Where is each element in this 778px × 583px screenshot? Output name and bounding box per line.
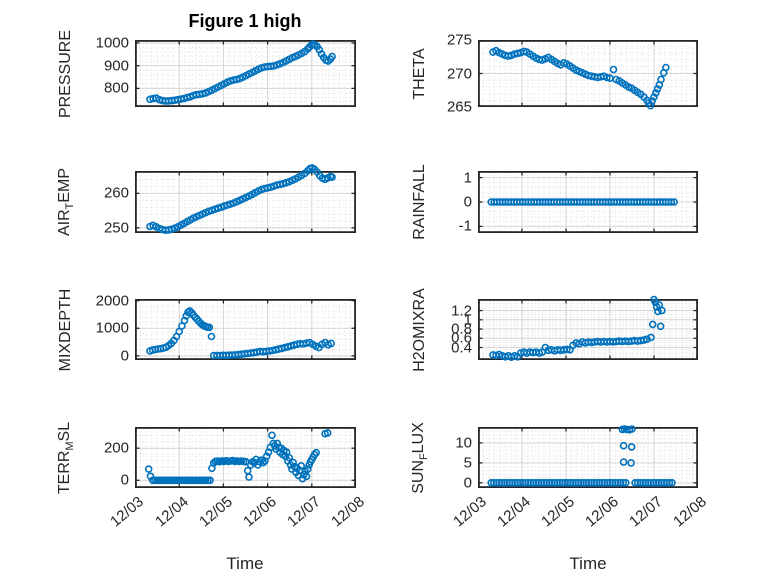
x-tick-label: 12/07 bbox=[626, 493, 667, 531]
x-tick-label: 12/05 bbox=[196, 493, 236, 531]
x-tick-label: 12/08 bbox=[670, 493, 711, 531]
plot-area-rainfall bbox=[477, 170, 698, 234]
x-axis-label-left: Time bbox=[226, 554, 264, 573]
subplot-pressure: PRESSURE 800 900 1000 bbox=[57, 29, 356, 118]
x-tick-label: 12/03 bbox=[450, 493, 491, 531]
x-tick-label: 12/04 bbox=[151, 493, 192, 531]
y-tick-label: 0 bbox=[463, 474, 472, 492]
y-axis-label-rainfall: RAINFALL bbox=[411, 164, 428, 240]
subplot-h2omixra: H2OMIXRA 0.4 0.6 0.8 1 1.2 bbox=[411, 288, 698, 371]
y-tick-label: 900 bbox=[103, 57, 129, 75]
y-axis-label-theta: THETA bbox=[411, 47, 428, 100]
y-tick-label: 0 bbox=[463, 193, 472, 211]
y-tick-label: 5 bbox=[463, 454, 472, 472]
y-tick-label: 265 bbox=[446, 98, 472, 116]
y-tick-label: 1000 bbox=[95, 34, 129, 52]
y-tick-label: 1 bbox=[463, 169, 472, 187]
plot-area-mixdepth bbox=[134, 298, 356, 361]
subplot-terr-msl: TERRMSL 0 200 12/03 12/04 12/05 12/06 12/07 12/0… bbox=[56, 421, 368, 530]
subplot-rainfall: RAINFALL -1 0 1 bbox=[411, 164, 698, 240]
plot-area-air_temp bbox=[134, 164, 356, 235]
y-tick-label: 0.6 bbox=[451, 329, 472, 347]
y-axis-label-h2omixra: H2OMIXRA bbox=[411, 287, 428, 372]
x-axis-label-right: Time bbox=[569, 554, 607, 573]
y-tick-label: 1 bbox=[463, 311, 472, 329]
subplot-theta: THETA 265 270 275 bbox=[411, 33, 698, 115]
plot-area-terr_msl bbox=[134, 426, 356, 489]
x-tick-label: 12/04 bbox=[494, 493, 535, 531]
y-tick-label: 10 bbox=[455, 434, 472, 452]
subplot-mixdepth: MIXDEPTH 0 1000 2000 bbox=[57, 288, 356, 371]
y-tick-label: 250 bbox=[103, 219, 129, 237]
y-tick-label: 0 bbox=[120, 471, 129, 489]
y-tick-label: 800 bbox=[103, 79, 129, 97]
x-tick-label: 12/08 bbox=[328, 493, 369, 531]
y-tick-label: 200 bbox=[103, 439, 129, 457]
y-tick-label: 0.8 bbox=[451, 320, 472, 338]
y-axis-label-sun_flux: SUNFLUX bbox=[409, 421, 431, 494]
y-tick-label: 270 bbox=[446, 65, 472, 82]
y-axis-label-mixdepth: MIXDEPTH bbox=[57, 288, 74, 371]
plot-area-h2omixra bbox=[477, 295, 698, 362]
y-tick-label: 2000 bbox=[95, 292, 129, 310]
plot-area-pressure bbox=[134, 39, 356, 107]
figure-title: Figure 1 high bbox=[188, 11, 302, 31]
x-tick-label: 12/03 bbox=[107, 493, 148, 531]
y-axis-label-terr_msl: TERRMSL bbox=[55, 421, 77, 494]
y-tick-label: 1.2 bbox=[451, 302, 472, 320]
x-tick-label: 12/05 bbox=[538, 493, 579, 531]
y-axis-label-air_temp: AIRTEMP bbox=[55, 168, 77, 236]
x-tick-label: 12/06 bbox=[240, 493, 280, 531]
y-tick-label: 0 bbox=[120, 347, 129, 365]
x-tick-label: 12/07 bbox=[284, 493, 325, 531]
y-tick-label: 1000 bbox=[95, 319, 129, 337]
plot-area-theta bbox=[477, 39, 698, 110]
y-tick-label: 0.4 bbox=[451, 339, 472, 357]
y-axis-label-pressure: PRESSURE bbox=[57, 29, 74, 118]
y-tick-label: 275 bbox=[446, 31, 472, 49]
subplot-air-temp: AIRTEMP 250 260 bbox=[56, 164, 356, 236]
x-tick-label: 12/06 bbox=[582, 493, 623, 531]
plot-area-sun_flux bbox=[477, 425, 698, 489]
y-tick-label: 260 bbox=[103, 184, 129, 202]
subplot-sun-flux: SUNFLUX 0 5 10 12/03 12/04 12/05 12/06 12/07 12/0… bbox=[410, 422, 710, 531]
y-tick-label: -1 bbox=[458, 217, 472, 235]
